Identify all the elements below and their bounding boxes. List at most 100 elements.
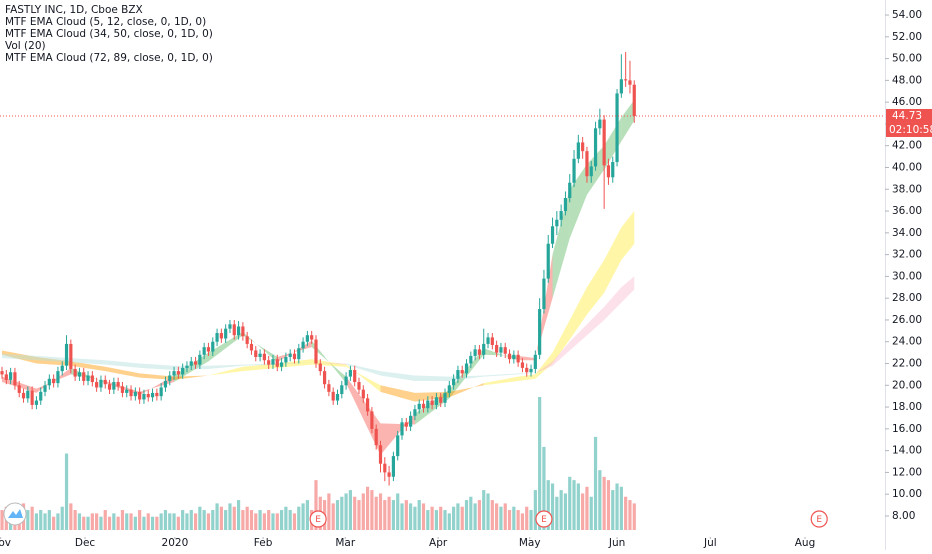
y-tick-label: 26.00: [892, 314, 922, 326]
candle-body: [249, 343, 254, 351]
volume-bar: [99, 516, 103, 530]
volume-bar: [529, 510, 533, 530]
candle-body: [26, 390, 30, 399]
legend-item: Vol (20): [5, 40, 46, 52]
candle-body: [477, 349, 482, 355]
candle-body: [529, 368, 533, 373]
candle-body: [236, 326, 241, 336]
legend-item: MTF EMA Cloud (72, 89, close, 0, 1D, 0): [5, 52, 213, 64]
volume-bar: [258, 510, 262, 530]
candle-body: [52, 378, 56, 384]
ema-cloud: [483, 373, 519, 377]
candle-body: [297, 348, 301, 360]
candle-body: [116, 382, 120, 387]
volume-bar: [357, 500, 361, 530]
candle-body: [228, 324, 232, 329]
candle-body: [430, 400, 434, 405]
volume-bar: [133, 516, 137, 530]
volume-bar: [572, 480, 576, 530]
legend-item: MTF EMA Cloud (34, 50, close, 0, 1D, 0): [5, 28, 213, 40]
candle-body: [550, 226, 555, 244]
earnings-label: E: [315, 515, 321, 525]
candle-body: [374, 428, 378, 446]
candle-body: [447, 385, 451, 393]
volume-bar: [421, 503, 426, 530]
volume-bar: [47, 510, 51, 530]
candle-body: [159, 387, 163, 397]
last-price-box: [886, 108, 932, 123]
volume-bar: [185, 513, 189, 530]
candle-body: [77, 372, 82, 377]
candle-body: [387, 472, 391, 477]
volume-bar: [30, 506, 34, 530]
candle-body: [301, 341, 305, 349]
candle-body: [322, 371, 327, 385]
candle-body: [241, 326, 245, 337]
volume-bar: [69, 503, 73, 530]
volume-bar: [125, 513, 129, 530]
candle-body: [193, 361, 198, 365]
candle-body: [602, 119, 606, 166]
y-tick-label: 14.00: [892, 445, 922, 457]
y-tick-label: 8.00: [892, 510, 915, 522]
ema-cloud: [483, 376, 519, 386]
candle-body: [499, 347, 503, 353]
chart-title: FASTLY INC, 1D, Cboe BZX: [5, 4, 143, 16]
candle-body: [632, 84, 636, 116]
volume-bar: [387, 496, 391, 530]
volume-bar: [181, 510, 185, 530]
volume-bar: [409, 503, 413, 530]
ema-cloud: [2, 350, 37, 364]
volume-bar: [520, 513, 525, 530]
volume-bar: [525, 506, 529, 530]
volume-bar: [383, 500, 387, 530]
volume-bar: [0, 510, 4, 530]
earnings-marker: [309, 510, 327, 528]
volume-bar: [176, 516, 180, 530]
candle-body: [495, 345, 499, 353]
volume-bar: [150, 516, 155, 530]
ema-cloud: [380, 385, 415, 402]
candle-body: [292, 353, 297, 360]
volume-bar: [555, 496, 559, 530]
volume-bar: [206, 513, 211, 530]
candle-body: [17, 385, 21, 393]
legend: FASTLY INC, 1D, Cboe BZX MTF EMA Cloud (…: [5, 4, 213, 64]
volume-bar: [589, 496, 593, 530]
volume-bar: [314, 480, 318, 530]
earnings-marker: [810, 510, 828, 528]
volume-bar: [82, 516, 86, 530]
candle-body: [628, 80, 632, 85]
volume-bar: [331, 503, 335, 530]
y-tick-label: 48.00: [892, 74, 922, 86]
ema-cloud: [569, 164, 587, 239]
volume-bar: [611, 490, 615, 530]
y-tick-label: 50.00: [892, 53, 922, 65]
ema-cloud: [621, 276, 635, 303]
volume-bar: [60, 506, 64, 530]
x-tick-label: May: [519, 537, 541, 549]
candle-body: [168, 375, 172, 381]
x-tick-label: Dec: [75, 537, 96, 549]
candle-body: [172, 371, 176, 376]
volume-bar: [542, 446, 546, 530]
candle-body: [288, 353, 292, 357]
ema-cloud: [621, 211, 635, 261]
candle-body: [64, 343, 69, 366]
candle-body: [486, 337, 490, 344]
candle-body: [133, 391, 137, 397]
y-tick-label: 12.00: [892, 466, 922, 478]
candle-body: [120, 386, 125, 393]
candle-body: [391, 456, 396, 477]
volume-bar: [568, 476, 572, 530]
candle-body: [107, 384, 112, 390]
ema-cloud: [552, 319, 570, 364]
candle-body: [60, 365, 64, 372]
volume-bar: [413, 506, 417, 530]
volume-bar: [172, 513, 176, 530]
candle-body: [202, 347, 206, 355]
volume-bar: [284, 506, 288, 530]
volume-bar: [56, 513, 60, 530]
candle-body: [155, 392, 159, 397]
y-tick-label: 10.00: [892, 488, 922, 500]
